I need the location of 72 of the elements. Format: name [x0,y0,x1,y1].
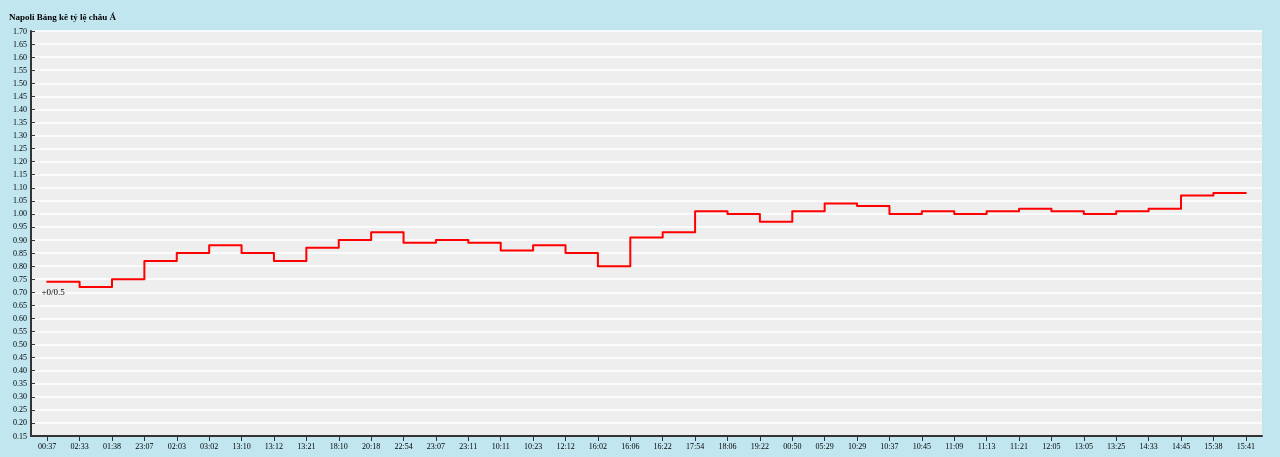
x-tick-label: 22:54 [394,441,413,451]
y-tick-label: 0.40 [13,366,27,376]
y-tick-label: 1.25 [13,144,27,154]
y-tick-label: 0.25 [13,405,27,415]
y-tick-label: 1.45 [13,91,27,101]
y-tick-label: 0.75 [13,274,27,284]
x-tick-label: 10:29 [847,441,867,451]
x-tick-label: 14:45 [1171,441,1191,451]
x-tick-label: 13:12 [264,441,284,451]
x-tick-label: 10:37 [880,441,899,451]
x-tick-label: 12:05 [1042,441,1061,451]
x-tick-label: 00:37 [38,441,57,451]
x-tick-label: 13:25 [1107,441,1126,451]
x-tick-label: 20:18 [362,441,381,451]
y-tick-label: 0.90 [13,235,27,245]
x-tick-label: 16:06 [621,441,640,451]
x-tick-label: 13:21 [297,441,316,451]
y-tick-label: 0.80 [13,261,27,271]
y-tick-label: 1.35 [13,117,27,127]
x-tick-label: 18:06 [718,441,737,451]
x-tick-label: 00:50 [783,441,802,451]
x-tick-label: 11:21 [1010,441,1029,451]
x-tick-label: 11:13 [977,441,996,451]
y-tick-label: 1.00 [13,209,27,219]
x-tick-label: 18:10 [329,441,348,451]
x-tick-label: 19:22 [750,441,769,451]
x-tick-label: 13:05 [1074,441,1093,451]
y-tick-label: 0.30 [13,392,27,402]
y-tick-label: 1.05 [13,196,27,206]
y-tick-label: 0.45 [13,353,27,363]
x-tick-label: 05:29 [815,441,834,451]
x-tick-label: 02:03 [167,441,186,451]
x-tick-label: 01:38 [102,441,122,451]
chart-title: Napoli Bảng kê tỷ lệ châu Á [9,11,117,22]
x-tick-label: 23:07 [135,441,154,451]
y-tick-label: 0.20 [13,418,27,428]
annotation: +0/0.5 [41,287,66,298]
x-tick-label: 03:02 [200,441,219,451]
y-tick-label: 0.15 [13,431,27,441]
y-tick-label: 1.20 [13,157,27,167]
x-tick-label: 14:33 [1139,441,1158,451]
y-tick-label: 0.85 [13,248,27,258]
y-tick-label: 1.60 [13,52,27,62]
x-tick-label: 11:09 [945,441,964,451]
y-tick-label: 0.65 [13,300,27,310]
x-tick-label: 02:33 [70,441,89,451]
y-tick-label: 0.60 [13,313,27,323]
x-tick-label: 10:23 [524,441,543,451]
y-tick-label: 1.70 [13,26,27,36]
y-tick-label: 0.70 [13,287,27,297]
y-tick-label: 1.55 [13,65,27,75]
x-tick-label: 23:11 [459,441,478,451]
x-tick-label: 23:07 [426,441,446,451]
x-tick-label: 16:22 [653,441,672,451]
x-tick-label: 10:11 [491,441,510,451]
y-tick-label: 1.40 [13,104,27,114]
y-tick-label: 0.35 [13,379,27,389]
y-tick-label: 0.55 [13,326,27,336]
y-tick-label: 1.65 [13,39,27,49]
x-tick-label: 17:54 [685,441,705,451]
y-tick-label: 0.50 [13,340,27,350]
y-tick-label: 1.10 [13,183,27,193]
x-tick-label: 16:02 [588,441,608,451]
y-tick-label: 1.15 [13,170,27,180]
y-tick-label: 0.95 [13,222,27,232]
x-tick-label: 13:10 [232,441,251,451]
x-tick-label: 15:38 [1204,441,1223,451]
x-tick-label: 15:41 [1236,441,1255,451]
x-tick-label: 12:12 [556,441,575,451]
x-tick-label: 10:45 [912,441,931,451]
y-tick-label: 1.50 [13,78,27,88]
y-tick-label: 1.30 [13,131,27,141]
